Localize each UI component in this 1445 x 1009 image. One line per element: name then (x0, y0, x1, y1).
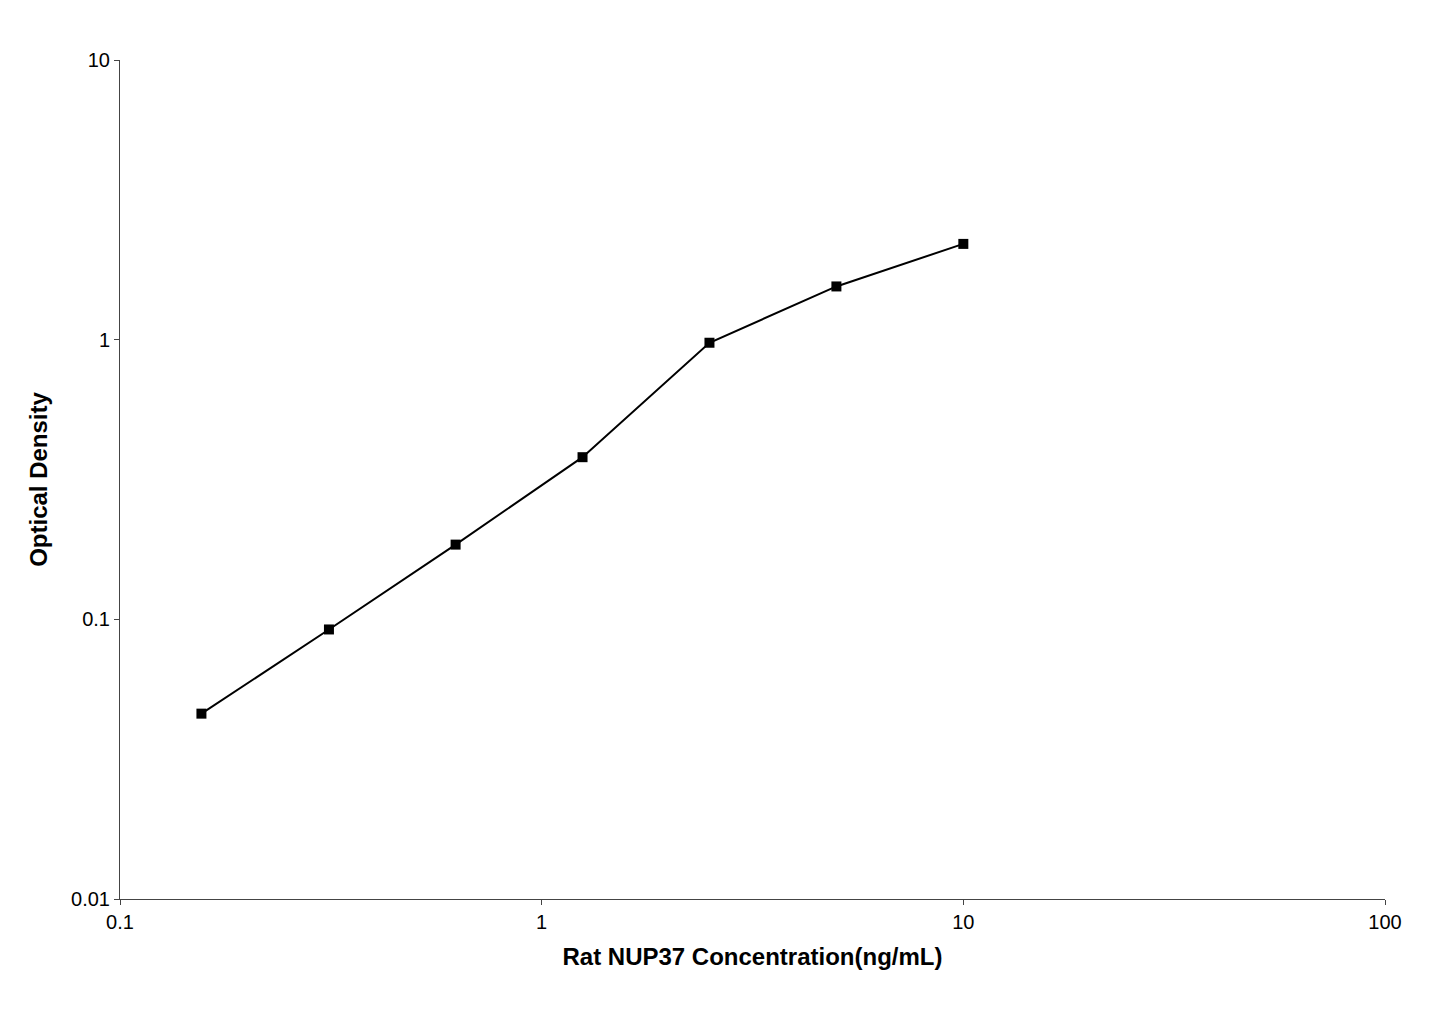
svg-text:100: 100 (1368, 911, 1401, 933)
svg-text:1: 1 (99, 329, 110, 351)
svg-text:Rat NUP37 Concentration(ng/mL): Rat NUP37 Concentration(ng/mL) (562, 943, 942, 970)
svg-text:10: 10 (952, 911, 974, 933)
svg-text:0.1: 0.1 (106, 911, 134, 933)
svg-text:0.1: 0.1 (82, 608, 110, 630)
svg-text:Optical Density: Optical Density (25, 391, 52, 566)
svg-text:0.01: 0.01 (71, 888, 110, 910)
svg-text:10: 10 (88, 49, 110, 71)
svg-text:1: 1 (536, 911, 547, 933)
